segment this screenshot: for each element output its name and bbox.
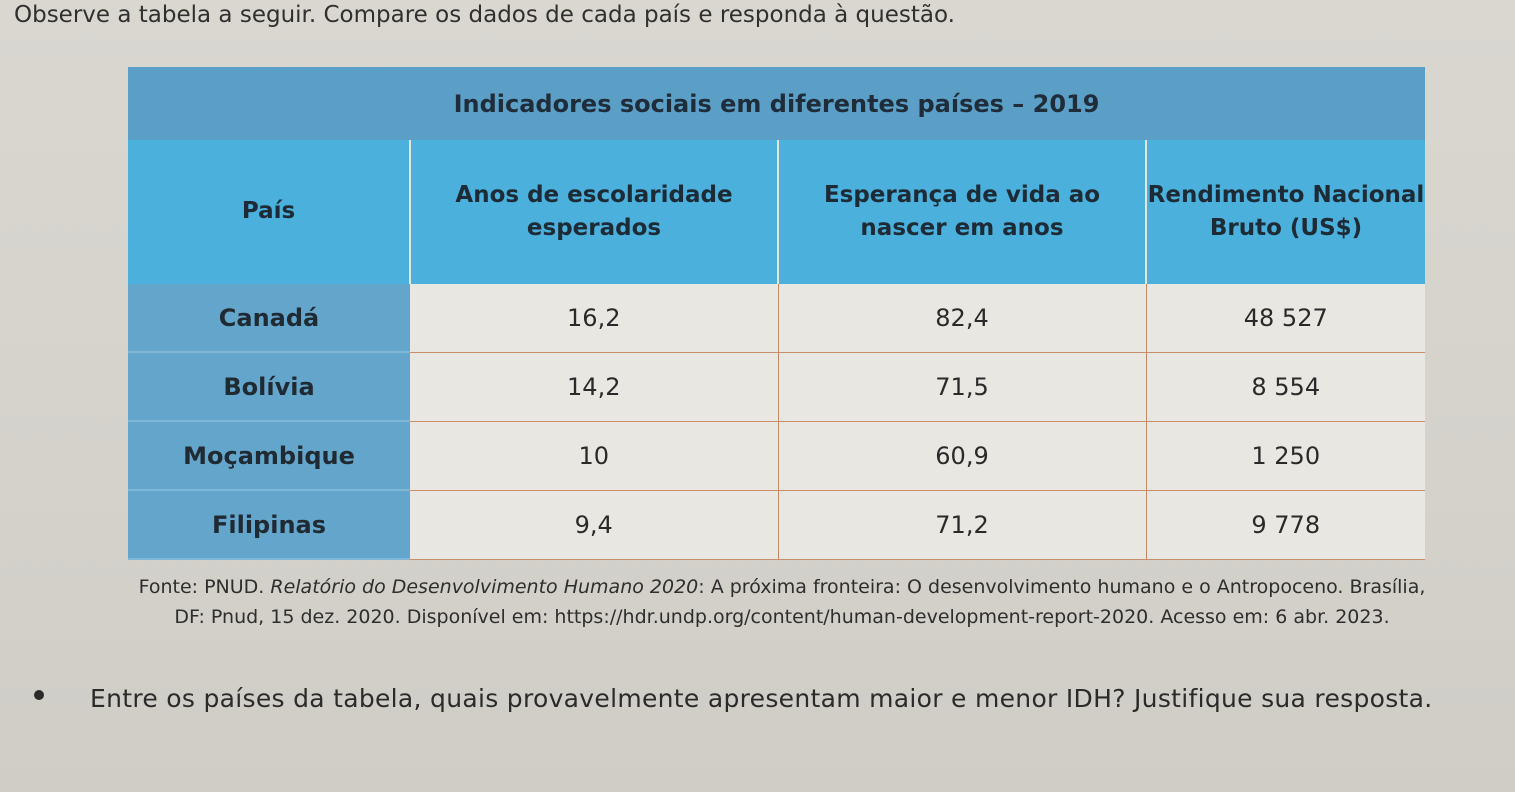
question: Entre os países da tabela, quais provave…: [90, 684, 1433, 713]
data-cell: 8 554: [1146, 352, 1425, 422]
country-cell: Bolívia: [128, 352, 410, 422]
column-header: País: [128, 140, 411, 284]
column-header: Anos de escolaridade esperados: [410, 140, 779, 284]
bullet: [34, 690, 44, 700]
source-prefix: Fonte: PNUD.: [138, 576, 271, 598]
country-cell: Canadá: [128, 284, 410, 353]
source-text: DF: Pnud, 15 dez. 2020. Disponível em: h…: [174, 606, 1390, 628]
country-cell: Filipinas: [128, 490, 410, 560]
data-cell: 71,5: [778, 352, 1147, 422]
table-row: Canadá 16,2 82,4 48 527: [128, 284, 1425, 353]
table-row: Filipinas 9,4 71,2 9 778: [128, 490, 1425, 560]
data-cell: 14,2: [410, 352, 779, 422]
data-table: Indicadores sociais em diferentes países…: [128, 67, 1425, 560]
country-cell: Moçambique: [128, 421, 410, 491]
instruction: Observe a tabela a seguir. Compare os da…: [14, 2, 955, 28]
data-cell: 71,2: [778, 490, 1147, 560]
table-row: Moçambique 10 60,9 1 250: [128, 421, 1425, 491]
data-cell: 1 250: [1146, 421, 1425, 491]
data-cell: 10: [410, 421, 779, 491]
data-cell: 9,4: [410, 490, 779, 560]
data-cell: 16,2: [410, 284, 779, 353]
data-cell: 82,4: [778, 284, 1147, 353]
header-row: País Anos de escolaridade esperados Espera…: [128, 140, 1425, 284]
data-cell: 60,9: [778, 421, 1147, 491]
table-title: Indicadores sociais em diferentes países…: [128, 67, 1425, 140]
data-cell: 9 778: [1146, 490, 1425, 560]
source-work: Relatório do Desenvolvimento Humano 2020: [270, 576, 699, 598]
table-row: Bolívia 14,2 71,5 8 554: [128, 352, 1425, 422]
column-header: Esperança de vida ao nascer em anos: [778, 140, 1147, 284]
source-text: : A próxima fronteira: O desenvolvimento…: [698, 576, 1426, 598]
column-header: Rendimento Nacional Bruto (US$): [1146, 140, 1425, 284]
data-cell: 48 527: [1146, 284, 1425, 353]
source: Fonte: PNUD. Relatório do Desenvolviment…: [132, 572, 1432, 632]
